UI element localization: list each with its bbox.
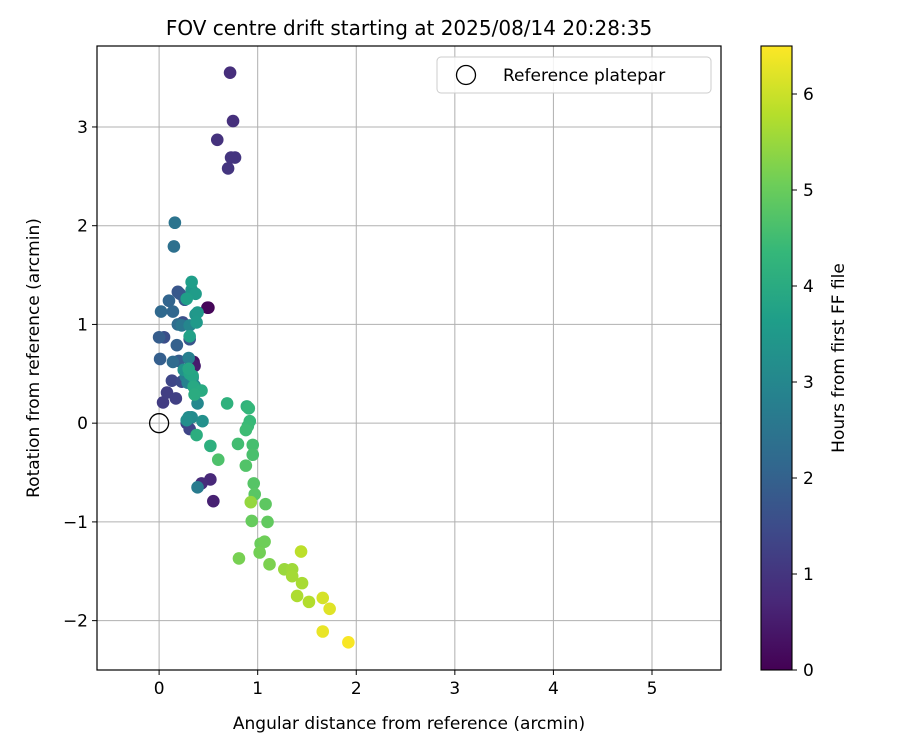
- data-point: [232, 552, 246, 565]
- data-point: [154, 305, 168, 318]
- data-point: [259, 497, 272, 511]
- data-point: [207, 494, 220, 508]
- y-tick-label: −2: [63, 612, 88, 632]
- data-point: [190, 316, 203, 329]
- data-point: [210, 133, 224, 147]
- points-layer: [152, 66, 355, 649]
- colorbar-tick-label: 0: [803, 661, 814, 681]
- x-tick-label: 3: [449, 679, 460, 699]
- data-point: [183, 329, 196, 343]
- data-point: [191, 306, 204, 319]
- data-point: [167, 240, 181, 253]
- colorbar-label: Hours from first FF file: [829, 263, 849, 453]
- data-point: [316, 591, 330, 605]
- data-point: [253, 546, 266, 559]
- data-point: [244, 495, 258, 509]
- data-point: [302, 595, 316, 609]
- data-point: [204, 439, 217, 453]
- plot-frame: [96, 45, 722, 671]
- data-point: [168, 216, 182, 230]
- x-tick-label: 4: [548, 679, 559, 699]
- data-point: [162, 294, 176, 308]
- data-point: [166, 355, 180, 369]
- colorbar-tick-label: 3: [803, 373, 814, 393]
- y-axis-ticks: −2 −1 0 1 2 3: [63, 118, 97, 632]
- data-point: [239, 423, 253, 437]
- y-tick-label: 2: [77, 217, 88, 237]
- data-point: [201, 301, 214, 314]
- colorbar-tick-label: 5: [803, 181, 814, 201]
- reference-point-marker: [148, 413, 170, 434]
- data-point: [226, 114, 240, 128]
- y-tick-label: 3: [77, 118, 88, 138]
- data-point: [224, 151, 238, 164]
- legend: Reference platepar: [436, 56, 712, 94]
- colorbar-gradient: [760, 45, 793, 671]
- data-point: [242, 402, 256, 415]
- data-point: [294, 545, 308, 558]
- chart-title: FOV centre drift starting at 2025/08/14 …: [166, 16, 652, 40]
- data-point: [290, 589, 304, 603]
- x-axis-ticks: 0 1 2 3 4 5: [154, 670, 658, 699]
- colorbar: 0 1 2 3 4 5 6 Hours from first FF file: [760, 45, 849, 681]
- y-tick-label: 0: [77, 414, 88, 434]
- colorbar-tick-label: 4: [803, 277, 814, 297]
- plot-area: 0 1 2 3 4 5 −2 −1 0 1 2 3: [63, 45, 722, 699]
- data-point: [220, 397, 234, 410]
- data-point: [152, 330, 166, 344]
- data-point: [295, 576, 309, 590]
- data-point: [165, 374, 179, 388]
- data-point: [166, 305, 180, 318]
- colorbar-tick-label: 1: [803, 565, 814, 585]
- colorbar-tick-label: 2: [803, 469, 814, 489]
- data-point: [316, 625, 330, 638]
- data-point: [190, 428, 203, 442]
- data-point: [285, 569, 299, 583]
- data-point: [239, 459, 253, 472]
- data-point: [261, 515, 274, 529]
- data-point: [263, 558, 276, 571]
- data-point: [185, 275, 198, 289]
- data-point: [160, 386, 174, 399]
- data-point: [180, 413, 194, 427]
- data-point: [247, 477, 261, 490]
- data-point: [223, 66, 237, 79]
- data-point: [221, 162, 235, 175]
- x-tick-label: 2: [351, 679, 362, 699]
- data-point: [231, 437, 245, 451]
- legend-label: Reference platepar: [503, 66, 665, 86]
- x-tick-label: 1: [252, 679, 263, 699]
- data-point: [342, 636, 355, 649]
- legend-marker-icon: [455, 64, 477, 86]
- colorbar-tick-label: 6: [803, 85, 814, 105]
- data-point: [170, 338, 184, 352]
- data-point: [182, 351, 195, 365]
- x-tick-label: 0: [154, 679, 165, 699]
- data-point: [180, 292, 194, 306]
- y-axis-label: Rotation from reference (arcmin): [24, 218, 44, 498]
- data-point: [153, 352, 167, 366]
- reference-marker: [148, 413, 170, 434]
- data-point: [258, 535, 271, 548]
- data-point: [156, 396, 170, 409]
- legend-box: [436, 56, 712, 94]
- colorbar-ticks: 0 1 2 3 4 5 6: [792, 85, 814, 681]
- data-point: [245, 514, 259, 528]
- data-point: [196, 414, 209, 428]
- data-point: [191, 481, 204, 494]
- data-point: [211, 453, 225, 466]
- y-tick-label: −1: [63, 513, 88, 533]
- plot-background: [97, 46, 721, 670]
- data-point: [188, 388, 201, 401]
- x-tick-label: 5: [647, 679, 658, 699]
- data-point: [182, 362, 195, 376]
- data-point: [246, 438, 260, 452]
- data-point: [323, 602, 336, 616]
- x-axis-label: Angular distance from reference (arcmin): [233, 714, 585, 734]
- y-tick-label: 1: [77, 315, 88, 335]
- data-point: [246, 448, 260, 462]
- data-point: [169, 392, 183, 405]
